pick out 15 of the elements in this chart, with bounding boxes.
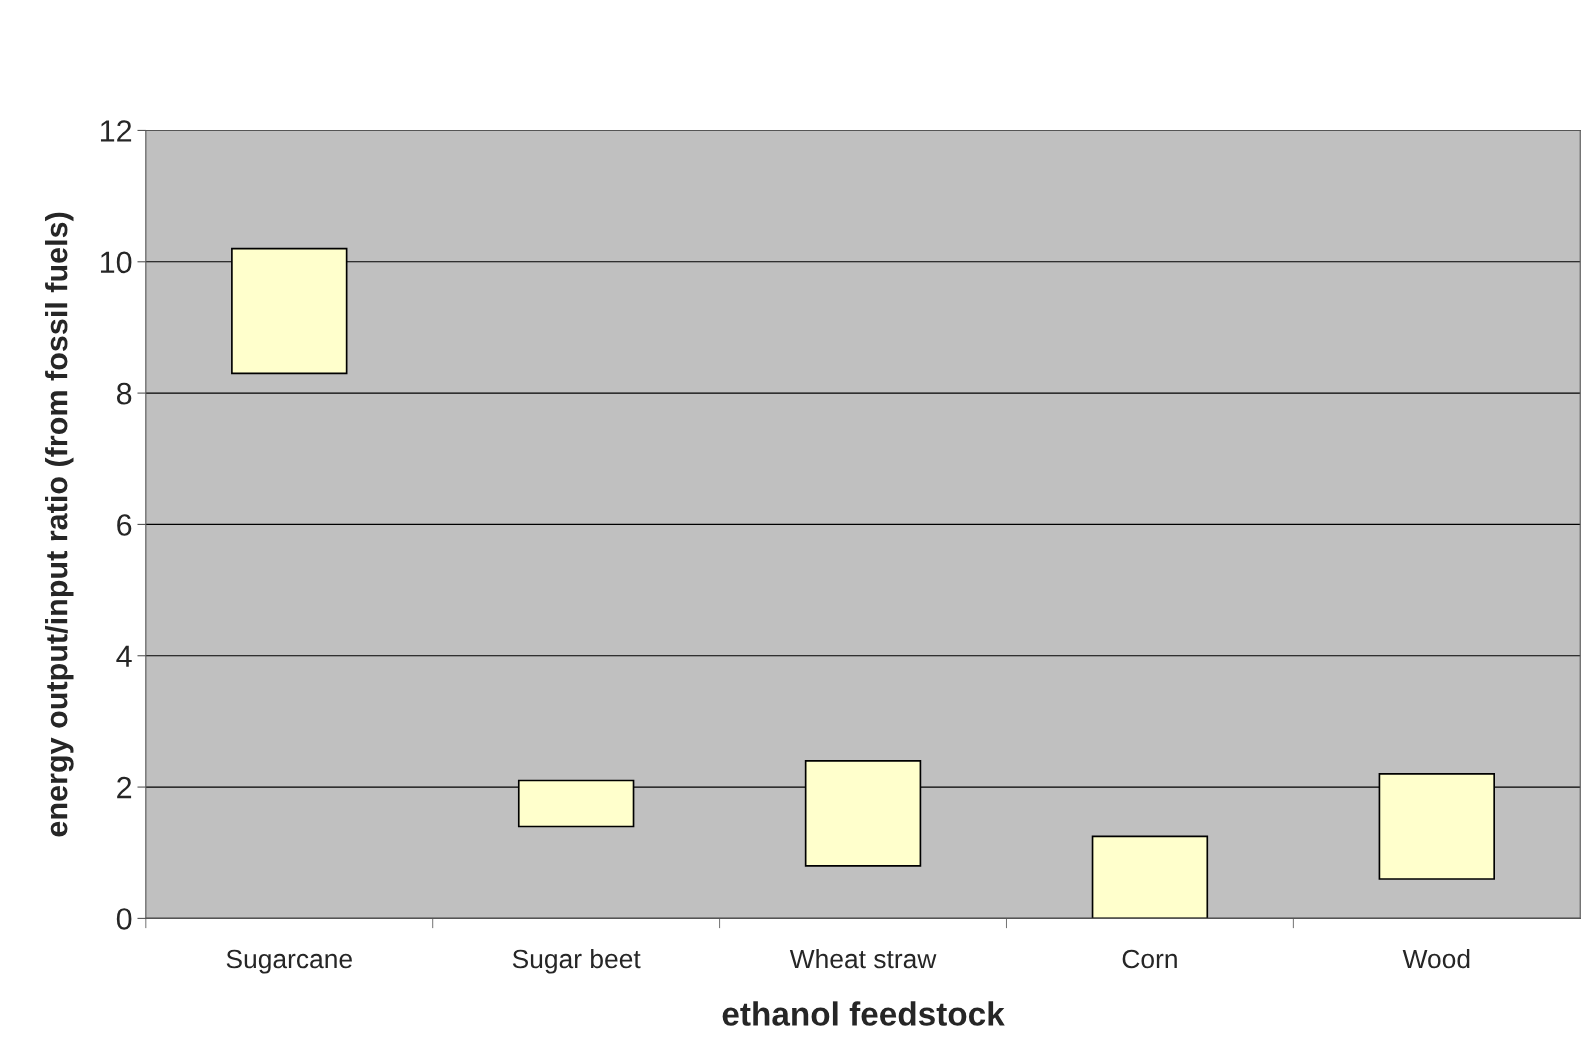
x-tick-label: Wood [1402,948,1470,969]
x-axis-title: ethanol feedstock [722,1001,1005,1026]
x-tick-label: Corn [1122,949,1177,969]
y-tick-label: 2 [117,776,132,799]
y-tick-label: 4 [116,645,132,667]
y-tick-label: 12 [100,120,132,142]
x-tick-label: Wheat straw [789,948,937,969]
y-tick-label: 0 [116,908,132,930]
y-tick-label: 6 [117,514,132,536]
y-axis-title: energy output/input ratio (from fossil fuels) [45,212,74,837]
x-tick-label: Sugarcane [226,949,352,974]
bar [1091,835,1209,919]
x-tick-label: Sugar beet [512,948,641,974]
y-tick-label: 10 [100,251,132,274]
y-tick-label: 8 [116,382,132,405]
